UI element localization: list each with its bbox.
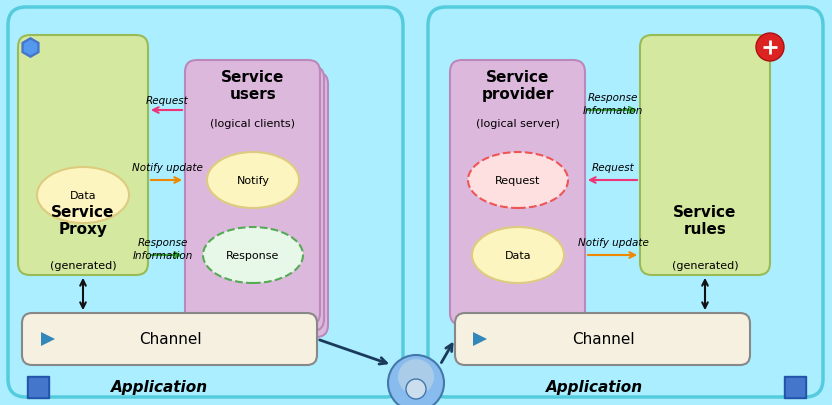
Circle shape [398,359,434,395]
FancyBboxPatch shape [22,313,317,365]
FancyBboxPatch shape [8,8,403,397]
Text: Data: Data [70,190,97,200]
Ellipse shape [468,153,568,209]
Text: Application: Application [111,379,209,394]
Text: Request: Request [592,162,634,173]
FancyBboxPatch shape [450,61,585,325]
Ellipse shape [207,153,299,209]
Text: (generated): (generated) [671,260,738,270]
Text: Request: Request [495,175,541,185]
Circle shape [388,355,444,405]
Text: Service
users: Service users [221,70,285,102]
Circle shape [756,34,784,62]
Text: Service
Proxy: Service Proxy [52,204,115,237]
Text: Request: Request [146,96,188,106]
FancyBboxPatch shape [428,8,823,397]
Text: Data: Data [505,250,532,260]
Text: Notify update: Notify update [131,162,202,173]
Text: Information: Information [133,250,193,260]
Text: (logical server): (logical server) [476,119,560,129]
Ellipse shape [203,228,303,284]
FancyBboxPatch shape [193,73,328,337]
Circle shape [406,379,426,399]
Text: Notify: Notify [236,175,270,185]
Text: Response: Response [138,237,188,247]
Text: Service
provider: Service provider [482,70,554,102]
Text: Service
rules: Service rules [673,204,736,237]
Text: Notify update: Notify update [577,237,648,247]
FancyBboxPatch shape [18,36,148,275]
Text: (logical clients): (logical clients) [210,119,295,129]
Text: Channel: Channel [139,332,201,347]
FancyBboxPatch shape [640,36,770,275]
Text: Application: Application [547,379,644,394]
Text: Response: Response [226,250,280,260]
Text: Channel: Channel [572,332,634,347]
Ellipse shape [472,228,564,284]
FancyBboxPatch shape [185,61,320,325]
Text: Response: Response [588,93,638,103]
Text: Information: Information [582,106,643,116]
Ellipse shape [37,168,129,224]
Text: (generated): (generated) [50,260,116,270]
FancyBboxPatch shape [189,67,324,331]
FancyBboxPatch shape [455,313,750,365]
